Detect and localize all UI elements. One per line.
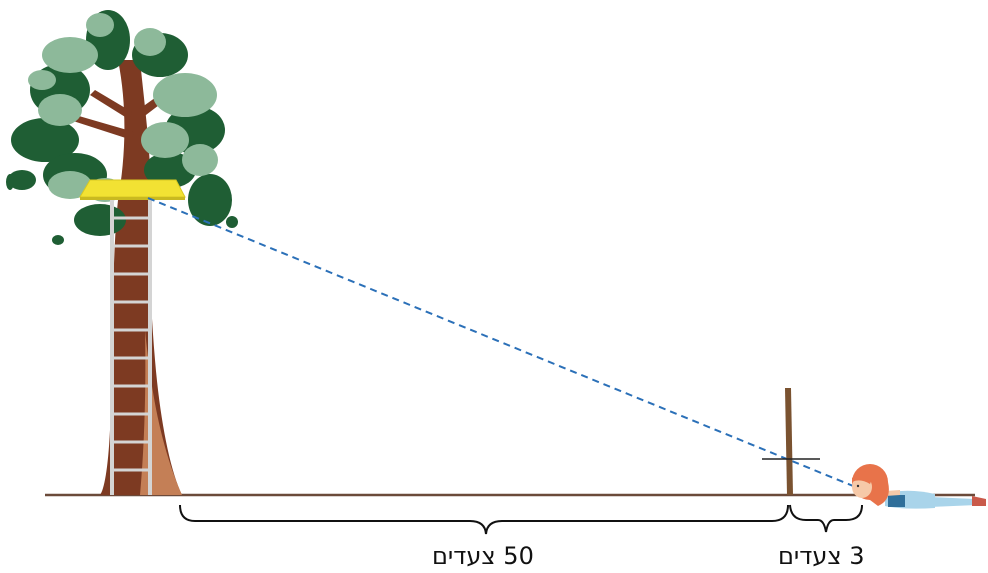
far-distance-label: 50 צעדים xyxy=(432,542,534,570)
tree-house-platform xyxy=(79,179,186,198)
brace-far xyxy=(179,504,789,535)
near-distance-label: 3 צעדים xyxy=(778,542,865,570)
brace-near xyxy=(789,504,863,533)
ladder-icon xyxy=(110,198,152,495)
lying-girl-figure xyxy=(852,464,986,509)
tree-icon xyxy=(6,10,238,495)
measuring-stick xyxy=(762,388,820,495)
sight-line xyxy=(147,197,859,489)
